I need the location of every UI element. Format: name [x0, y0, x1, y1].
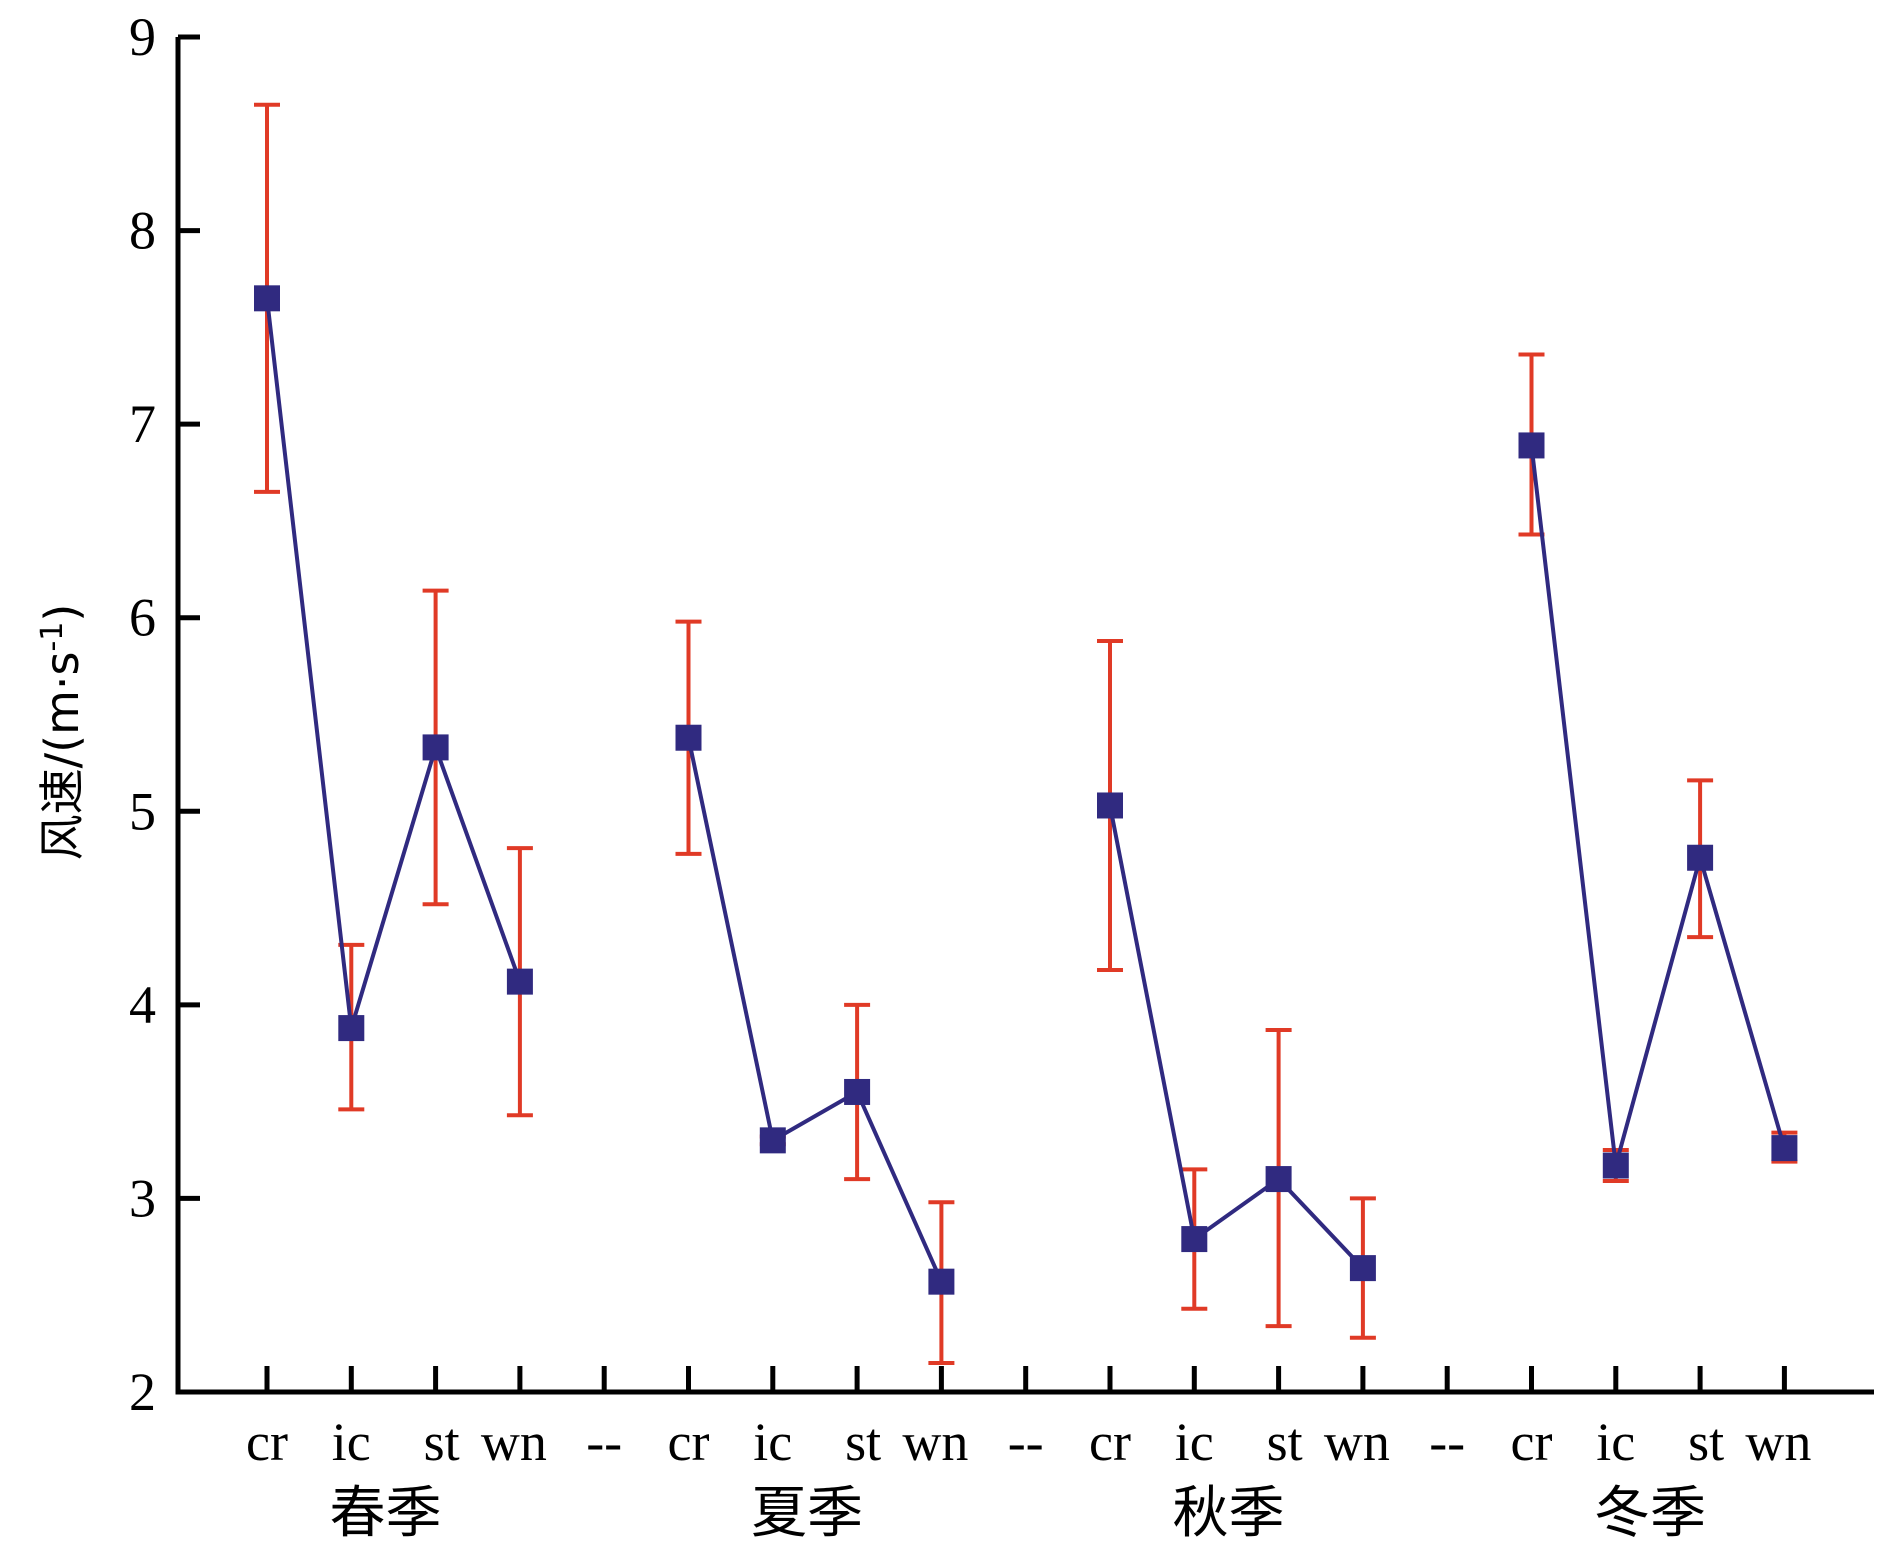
data-point — [506, 968, 533, 995]
x-tick-label: cr — [1511, 1412, 1553, 1472]
y-tick-label: 4 — [129, 975, 156, 1035]
data-point — [1602, 1152, 1629, 1179]
x-tick-label: wn — [1324, 1412, 1390, 1472]
series-lines — [265, 298, 1787, 1283]
y-axis-title: 风速/(m·s-1) — [35, 604, 89, 861]
y-tick-label: 6 — [129, 588, 156, 648]
x-tick-label: st — [424, 1412, 460, 1472]
x-tick-label: -- — [1429, 1412, 1465, 1472]
x-tick-label: st — [1267, 1412, 1303, 1472]
x-tick-label: ic — [1175, 1412, 1214, 1472]
y-axis-title-sup: -1 — [35, 622, 70, 652]
markers — [254, 285, 1798, 1295]
x-tick-label: ic — [1596, 1412, 1635, 1472]
data-point — [759, 1127, 786, 1154]
x-tick-labels: cr ic st wn -- cr ic st wn -- cr ic st wn -- cr ic st wn — [246, 1412, 1811, 1472]
x-tick-label: cr — [246, 1412, 288, 1472]
data-point — [422, 734, 449, 761]
data-point — [1687, 844, 1714, 871]
x-tick-label: st — [845, 1412, 881, 1472]
x-tick-label: st — [1688, 1412, 1724, 1472]
series-line — [1529, 445, 1787, 1167]
data-point — [1181, 1226, 1208, 1253]
y-tick-label: 8 — [129, 201, 156, 261]
y-tick-label: 3 — [129, 1168, 156, 1228]
data-point — [928, 1268, 955, 1295]
axes — [175, 34, 1874, 1395]
y-axis-title-close: ) — [35, 604, 89, 622]
x-tick-label: ic — [753, 1412, 792, 1472]
group-label: 夏季 — [751, 1481, 863, 1546]
x-tick-label: cr — [668, 1412, 710, 1472]
series-line — [265, 298, 522, 1029]
data-point — [254, 285, 280, 312]
y-tick-label: 9 — [129, 7, 156, 67]
data-point — [1771, 1135, 1798, 1162]
data-point — [1349, 1255, 1376, 1282]
x-tick-label: wn — [1745, 1412, 1811, 1472]
data-point — [1097, 792, 1123, 819]
y-tick-label: 7 — [129, 394, 156, 454]
group-labels: 春季 夏季 秋季 冬季 — [329, 1481, 1706, 1546]
y-tick-label: 5 — [129, 781, 156, 841]
y-tick-labels: 2 3 4 5 6 7 8 9 — [129, 7, 156, 1422]
data-point — [844, 1078, 871, 1105]
group-label: 秋季 — [1172, 1481, 1284, 1546]
series-line — [1108, 805, 1365, 1270]
data-point — [338, 1015, 365, 1042]
x-tick-label: -- — [1008, 1412, 1044, 1472]
x-tick-label: -- — [586, 1412, 622, 1472]
y-tick-label: 2 — [129, 1362, 156, 1422]
group-label: 春季 — [329, 1481, 441, 1546]
x-tick-label: wn — [902, 1412, 968, 1472]
data-point — [1518, 432, 1545, 459]
data-point — [675, 724, 702, 751]
series-line — [686, 737, 944, 1283]
x-tick-label: cr — [1089, 1412, 1131, 1472]
x-tick-label: ic — [332, 1412, 371, 1472]
group-label: 冬季 — [1594, 1481, 1706, 1546]
x-tick-label: wn — [481, 1412, 547, 1472]
y-axis-title-main: 风速/(m·s — [35, 652, 89, 861]
data-point — [1265, 1166, 1292, 1193]
